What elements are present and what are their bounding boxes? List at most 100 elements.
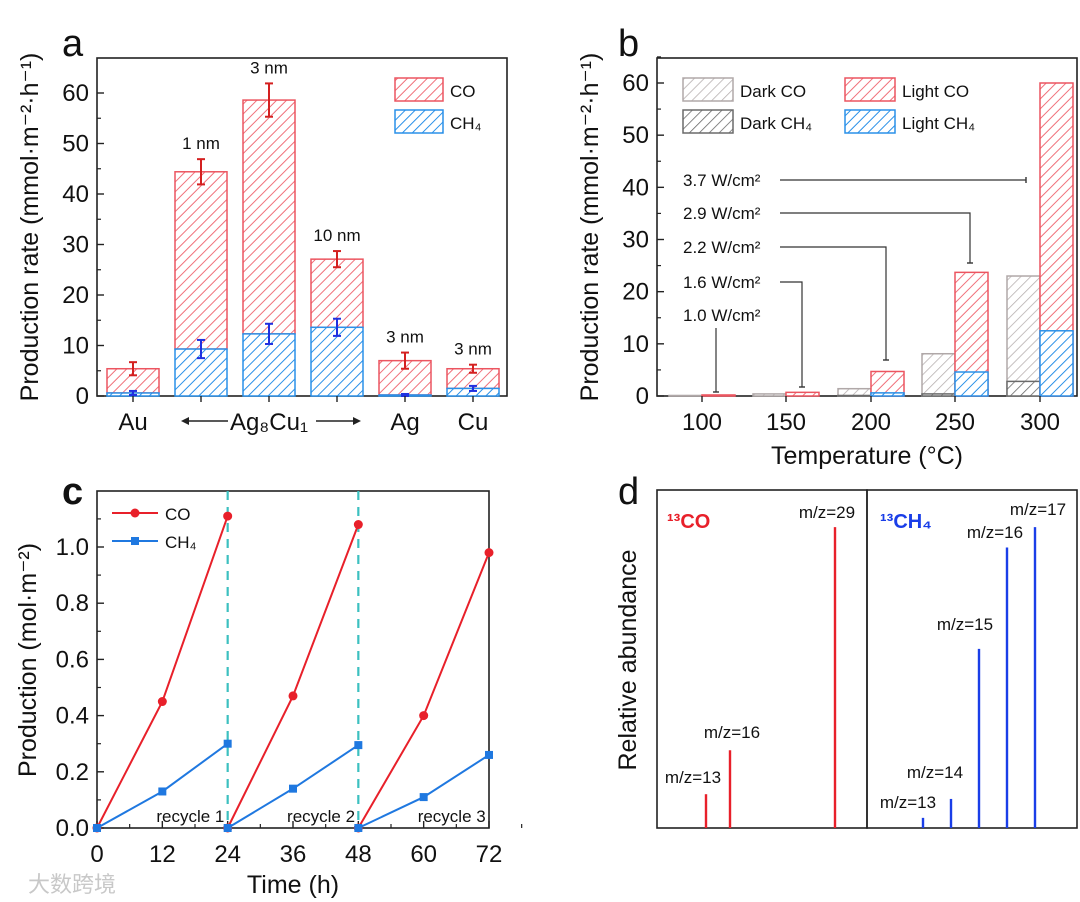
y-tick-label: 0.8 [56, 590, 89, 617]
annotation-line-2 [780, 281, 803, 387]
annotation-line-3 [780, 246, 887, 360]
y-axis-title: Relative abundance [614, 550, 642, 771]
x-label-ag8cu1: Ag₈Cu₁ [230, 409, 308, 436]
y-tick-label: 0.6 [56, 646, 89, 673]
bar-co [174, 171, 228, 350]
x-tick-label: 48 [345, 841, 372, 868]
panel-a-frame [96, 57, 508, 397]
bar-light-co [785, 391, 820, 397]
x-axis-title: Time (h) [247, 871, 339, 899]
y-tick-label: 50 [62, 131, 89, 158]
y-tick-label: 0.4 [56, 703, 89, 730]
y-tick-label: 1.0 [56, 534, 89, 561]
legend-label: Dark CO [740, 82, 806, 101]
y-tick-label: 40 [622, 174, 649, 201]
bar-dark-co [668, 394, 703, 397]
y-tick-label: 50 [622, 122, 649, 149]
annotation-line-4 [780, 212, 971, 263]
x-tick-label: 200 [851, 409, 891, 436]
legend-label-ch4: CH₄ [450, 114, 482, 133]
peak-label: m/z=15 [937, 615, 993, 634]
legend-swatch [844, 109, 896, 134]
power-annotation: 2.2 W/cm² [683, 238, 761, 257]
legend-label-co: CO [450, 82, 476, 101]
panel-letter-d: d [618, 471, 639, 513]
ch4-point [289, 784, 297, 793]
legend-swatch-co [394, 77, 444, 102]
panel-letter-a: a [62, 23, 84, 65]
recycle-label: recycle 3 [418, 807, 486, 826]
co-point [484, 548, 494, 558]
panel-letter-c: c [62, 471, 83, 513]
bar-light-ch4 [1039, 330, 1074, 397]
arrow-right-head [353, 417, 361, 425]
legend-label: Dark CH₄ [740, 114, 812, 133]
x-tick-label: 12 [149, 841, 176, 868]
bar-dark-ch4 [921, 393, 956, 397]
co-point [157, 697, 167, 707]
x-axis-title: Temperature (°C) [771, 442, 963, 470]
ch4-point [354, 824, 363, 832]
x-tick-label: 250 [935, 409, 975, 436]
bar-light-ch4 [870, 392, 905, 397]
x-tick-label: 0 [90, 841, 103, 868]
y-tick-label: 30 [62, 232, 89, 259]
legend-label: Light CO [902, 82, 969, 101]
bar-light-co [870, 370, 905, 397]
y-tick-label: 10 [62, 333, 89, 360]
peak-label: m/z=14 [907, 763, 963, 782]
x-label-ag: Ag [390, 409, 419, 436]
y-tick-label: 0.0 [56, 815, 89, 842]
peak-label: m/z=13 [665, 768, 721, 787]
legend-swatch [682, 77, 734, 102]
panel-d-ch4-frame [866, 489, 1078, 829]
legend-swatch [844, 77, 896, 102]
bar-co [106, 367, 160, 394]
bar-co [310, 258, 364, 329]
y-tick-label: 20 [62, 282, 89, 309]
size-label: 10 nm [313, 226, 360, 245]
x-tick-label: 72 [476, 841, 503, 868]
ch4-point [223, 739, 232, 748]
co-point [288, 691, 298, 701]
ch4-point [223, 824, 232, 832]
peak-label: m/z=17 [1010, 500, 1066, 519]
bar-dark-co [921, 352, 956, 397]
co-point [419, 711, 429, 721]
ch4-point [93, 824, 101, 832]
ch4-point [354, 741, 363, 750]
legend-marker [131, 537, 139, 545]
peak-label: m/z=16 [704, 723, 760, 742]
y-tick-label: 10 [622, 331, 649, 358]
ch4-point [158, 787, 167, 796]
legend-swatch-ch4 [394, 109, 444, 134]
y-tick-label: 0.2 [56, 759, 89, 786]
y-tick-label: 60 [622, 70, 649, 97]
x-tick-label: 24 [214, 841, 241, 868]
y-axis-title: Production (mol·m⁻²) [14, 543, 42, 777]
x-label-cu: Cu [458, 409, 489, 436]
bar-light-co [701, 394, 736, 397]
power-annotation: 2.9 W/cm² [683, 204, 761, 223]
legend-swatch [682, 109, 734, 134]
watermark: 大数跨境 [28, 872, 116, 897]
peak-label: m/z=13 [880, 793, 936, 812]
x-tick-label: 60 [410, 841, 437, 868]
y-tick-label: 30 [622, 227, 649, 254]
x-tick-label: 36 [280, 841, 307, 868]
size-label: 3 nm [454, 340, 492, 359]
panel-letter-b: b [618, 23, 639, 65]
legend-label: Light CH₄ [902, 114, 975, 133]
ch4-point [419, 793, 428, 802]
co-point [353, 520, 363, 530]
subplot-title: ¹³CO [667, 511, 710, 533]
x-tick-label: 300 [1020, 409, 1060, 436]
bar-dark-co [1006, 275, 1041, 397]
subplot-title: ¹³CH₄ [880, 511, 932, 533]
y-axis-title: Production rate (mmol·m⁻²·h⁻¹) [16, 53, 44, 402]
peak-label: m/z=29 [799, 503, 855, 522]
co-line [96, 515, 229, 829]
legend-marker [130, 508, 140, 518]
y-tick-label: 40 [62, 181, 89, 208]
y-axis-title: Production rate (mmol·m⁻²·h⁻¹) [576, 53, 604, 402]
